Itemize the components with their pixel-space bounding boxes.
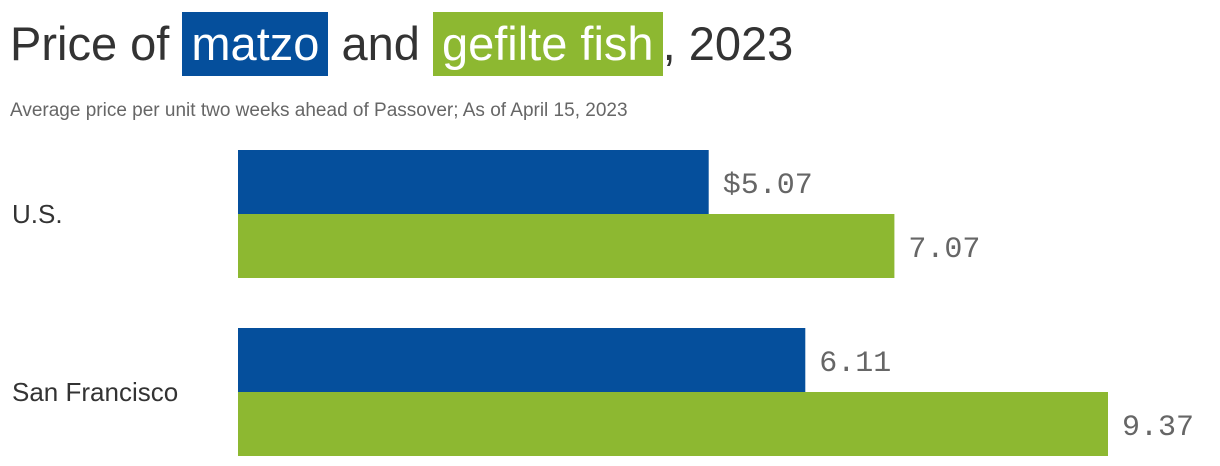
bar-gefilte-fish-san-francisco [238, 392, 1108, 456]
bar-gefilte-fish-u-s [238, 214, 895, 278]
value-label-gefilte-fish-u-s: 7.07 [908, 233, 980, 267]
title-highlight-matzo: matzo [182, 12, 329, 76]
value-label-matzo-u-s: $5.07 [723, 169, 813, 203]
title-middle: and [341, 17, 420, 70]
category-label: San Francisco [12, 377, 178, 407]
category-group-san-francisco: San Francisco 6.11 9.37 [12, 328, 1194, 456]
bar-matzo-san-francisco [238, 328, 806, 392]
title-highlight-gefilte-fish: gefilte fish [432, 12, 663, 76]
value-label-matzo-san-francisco: 6.11 [819, 347, 891, 381]
chart-title: Price of matzo and gefilte fish, 2023 [10, 6, 793, 82]
category-label: U.S. [12, 199, 63, 229]
title-prefix: Price of [10, 17, 170, 70]
category-group-u-s: U.S. $5.07 7.07 [12, 150, 980, 278]
title-suffix: , 2023 [662, 17, 794, 70]
value-label-gefilte-fish-san-francisco: 9.37 [1122, 411, 1194, 445]
bar-matzo-u-s [238, 150, 709, 214]
chart-subtitle: Average price per unit two weeks ahead o… [10, 100, 628, 121]
